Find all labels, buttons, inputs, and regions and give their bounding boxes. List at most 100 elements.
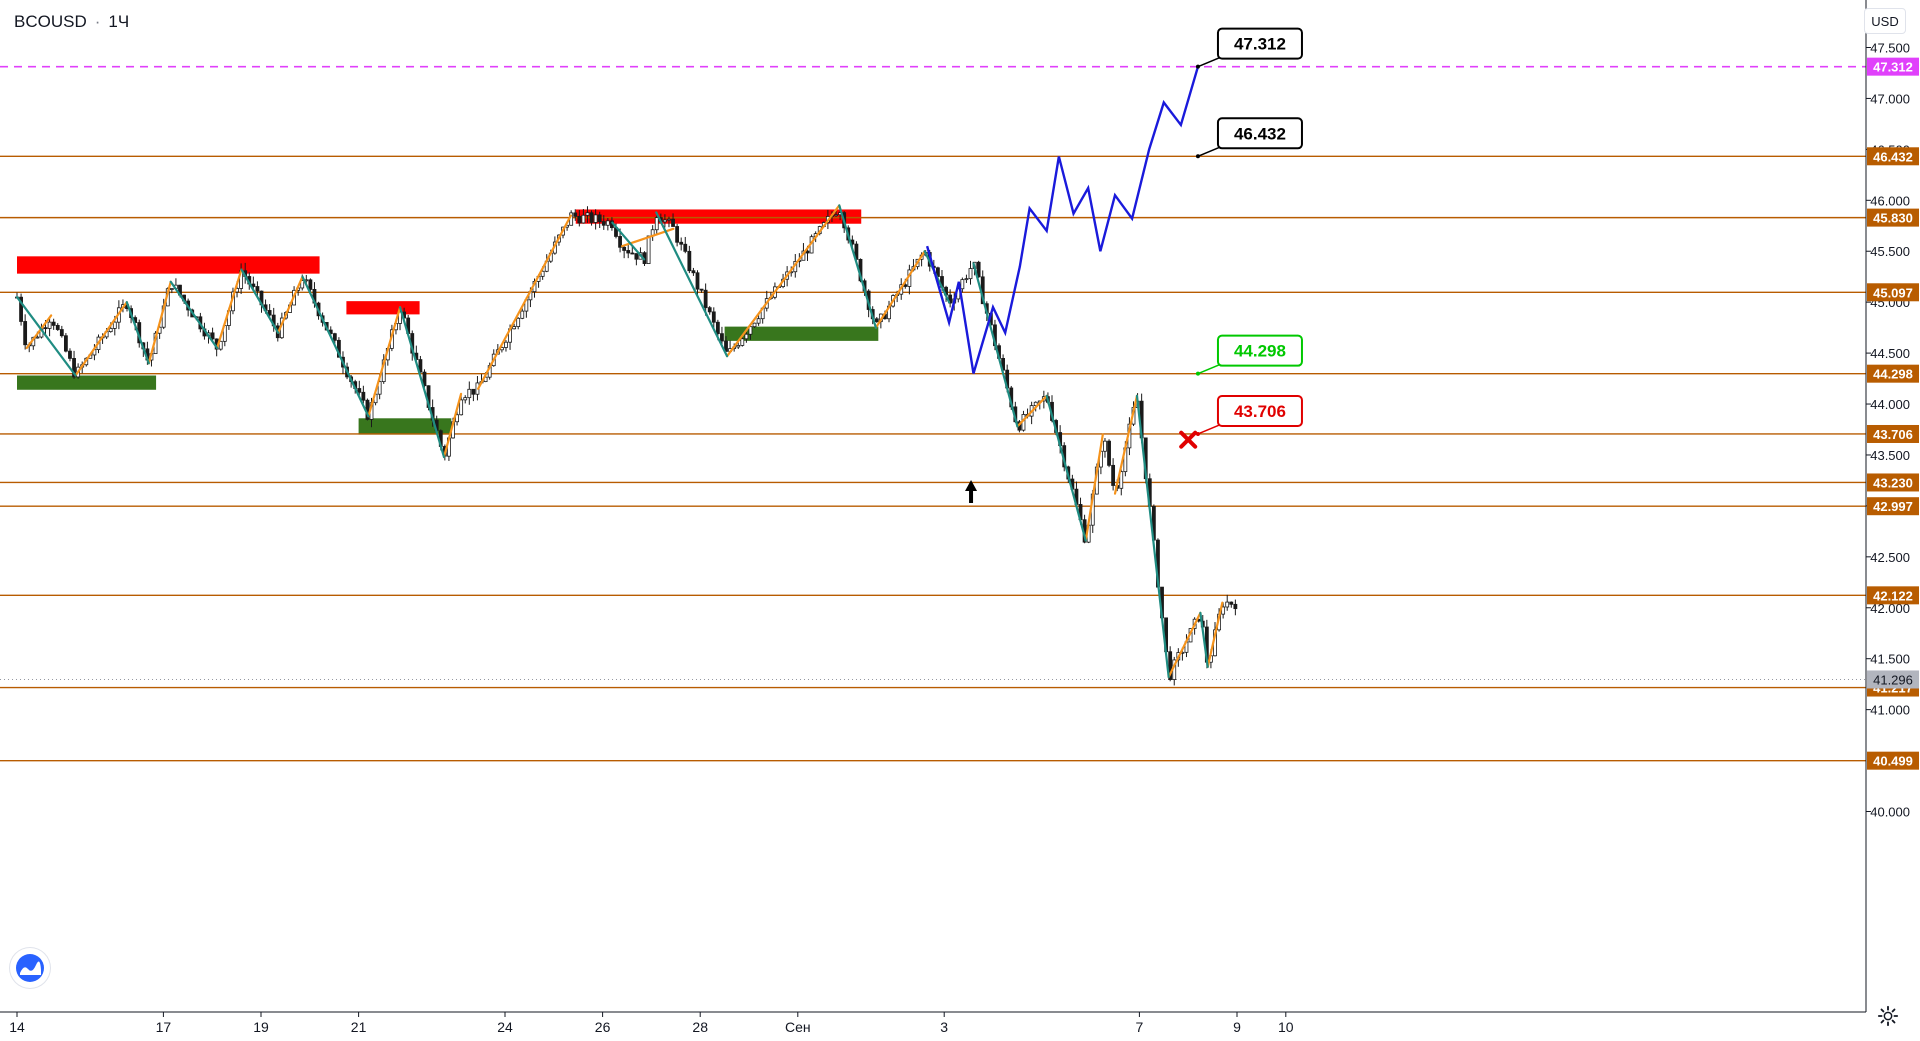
candle-body [1107,440,1111,466]
symbol-title[interactable]: BCOUSD · 1Ч [14,12,129,32]
y-tick-label: 44.000 [1870,397,1910,412]
candle-body [471,388,476,395]
candle-body [1119,471,1124,489]
zigzag-up-segment-2 [147,280,172,365]
candle-body [467,388,472,399]
candle-body [68,350,72,359]
candle-body [398,311,402,324]
forecast-path [925,66,1200,374]
currency-button[interactable]: USD [1864,8,1906,34]
level-price-label-bg-1 [1867,147,1919,166]
zigzag-down-segment-13 [1199,611,1209,668]
zigzag-up-segment-4 [276,275,304,334]
candle-body [35,336,40,339]
y-tick-label: 47.000 [1870,91,1910,106]
candle-body [23,321,28,346]
candle-body [581,214,586,224]
candle-body [622,246,627,251]
zigzag-up-segment-3 [215,268,243,350]
logo-glyph [16,954,44,982]
level-price-label-2: 45.830 [1873,211,1913,226]
zigzag-down-segment-12 [1135,394,1170,679]
candle-body [711,311,716,323]
candle-body [597,214,602,222]
up-arrow-marker [965,480,978,503]
level-price-label-bg-10 [1867,751,1919,770]
y-tick-label: 42.500 [1870,550,1910,565]
y-tick-label: 46.000 [1870,193,1910,208]
level-price-label-bg-4 [1867,364,1919,383]
zigzag-up-segment-10 [874,250,926,329]
callout-pointer-3 [1197,423,1223,435]
x-tick-label: 19 [253,1019,269,1035]
candle-body [512,326,517,330]
x-tick-label: Сен [785,1019,811,1035]
candle-body [1229,601,1234,605]
y-tick-label: 40.000 [1870,805,1910,820]
candle-body [834,214,838,217]
candle-body [960,279,965,290]
candle-body [703,289,708,309]
level-price-label-bg-6 [1867,473,1919,492]
tradingview-logo-icon[interactable] [10,948,50,988]
resistance-zone-2 [346,301,420,315]
x-tick-label: 9 [1233,1019,1241,1035]
zigzag-up-segment-12 [1084,433,1104,542]
y-tick-label: 45.500 [1870,244,1910,259]
symbol-name: BCOUSD [14,12,87,31]
callout-label-0: 47.312 [1234,35,1286,54]
zigzag-up-segment-1 [74,301,128,377]
level-price-label-bg-2 [1867,208,1919,227]
candle-body [300,280,305,289]
support-zone-3 [358,418,452,435]
candle-body [463,397,468,401]
candle-body [63,335,68,352]
zigzag-down-segment-10 [972,262,1019,428]
zigzag-down-segment-1 [125,301,150,365]
candle-body [1225,601,1230,608]
interval-label[interactable]: 1Ч [108,12,130,31]
zones-layer [17,209,879,435]
level-price-label-7: 42.997 [1873,499,1913,514]
candle-body [683,243,688,252]
title-separator: · [94,12,101,31]
candle-body [19,296,23,322]
candle-body [47,321,52,329]
candle-body [108,328,113,333]
zigzag-down-segment-11 [1045,394,1087,542]
gear-glyph [1877,1005,1899,1027]
candle-body [585,212,590,216]
level-price-label-1: 46.432 [1873,149,1913,164]
candle-body [968,268,973,280]
candle-body [626,250,631,254]
candle-body [573,212,578,217]
zigzag-down-segment-2 [169,280,219,350]
candle-body [55,324,60,330]
candle-body [679,241,684,245]
resistance-zone-0 [17,256,320,274]
gear-icon[interactable] [1876,1004,1900,1028]
callout-box-2 [1216,334,1303,367]
zigzag-up-segment-5 [367,306,402,418]
candle-body [459,399,464,416]
price-axis-background [1866,0,1920,1036]
zigzag-down-segment-3 [240,268,280,334]
x-tick-label: 7 [1136,1019,1144,1035]
callout-anchor-1 [1195,154,1200,159]
x-tick-label: 3 [940,1019,948,1035]
candle-body [805,250,810,254]
callout-box-1 [1216,117,1303,150]
callout-anchor-2 [1195,371,1200,376]
level-price-label-10: 40.499 [1873,754,1913,769]
candle-body [699,288,704,291]
candle-body [1103,440,1107,452]
candle-body [654,217,659,231]
candle-body [210,332,215,340]
level-price-label-bg-8 [1867,586,1919,605]
zigzag-up-segment-7 [477,214,572,390]
support-zone-5 [724,326,879,341]
candle-body [740,338,745,346]
candle-body [112,321,117,329]
